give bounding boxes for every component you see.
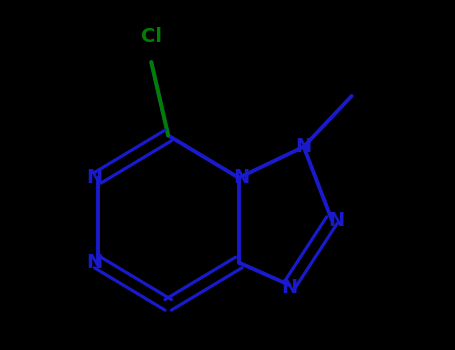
Text: N: N: [87, 168, 103, 187]
Text: N: N: [296, 137, 312, 156]
Text: N: N: [282, 278, 298, 298]
Text: N: N: [233, 168, 250, 187]
Text: Cl: Cl: [141, 27, 162, 46]
Text: N: N: [329, 211, 344, 230]
Text: N: N: [87, 253, 103, 272]
